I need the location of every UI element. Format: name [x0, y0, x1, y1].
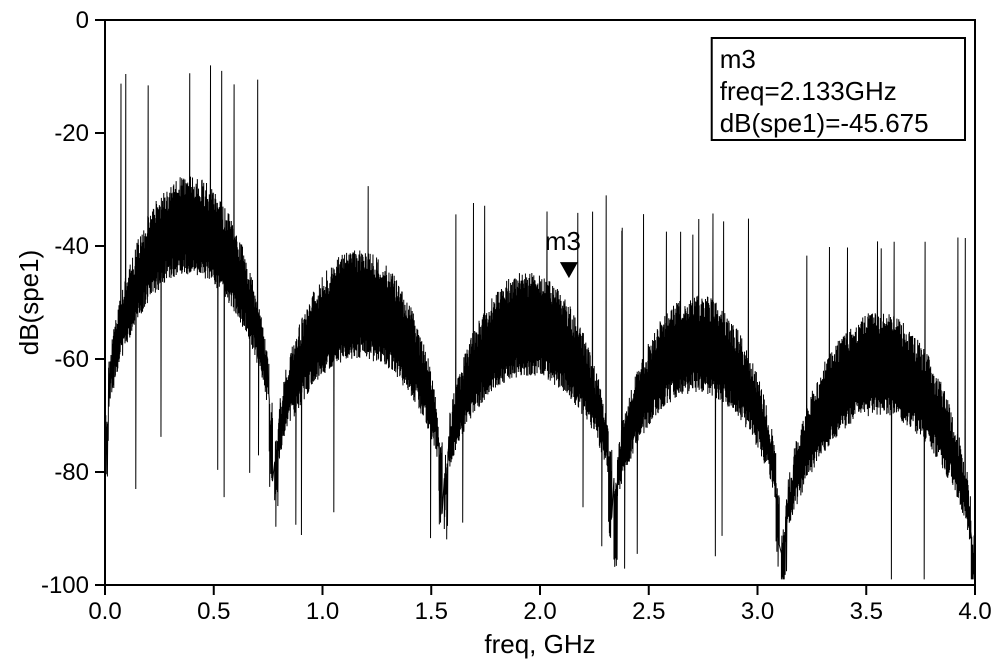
y-tick-label: -100	[41, 572, 89, 599]
x-tick-label: 2.5	[632, 598, 665, 625]
marker-info-line: m3	[720, 44, 756, 74]
x-tick-label: 4.0	[958, 598, 991, 625]
y-tick-label: -40	[54, 233, 89, 260]
spectrum-trace	[105, 65, 975, 579]
y-tick-label: 0	[76, 7, 89, 34]
x-tick-label: 3.5	[850, 598, 883, 625]
marker-info-line: freq=2.133GHz	[720, 76, 897, 106]
chart-svg: 0.0 0.5 1.0 1.5 2.0 2.5 3.0 3.5 4.0 0 -20 -40 -60 -80…	[0, 0, 1000, 669]
x-tick-label: 0.0	[88, 598, 121, 625]
marker-label: m3	[545, 226, 581, 256]
x-tick-label: 2.0	[523, 598, 556, 625]
spectrum-chart: 0.0 0.5 1.0 1.5 2.0 2.5 3.0 3.5 4.0 0 -20 -40 -60 -80…	[0, 0, 1000, 669]
x-tick-label: 1.5	[415, 598, 448, 625]
marker-info-line: dB(spe1)=-45.675	[720, 108, 929, 138]
y-tick-label: -60	[54, 346, 89, 373]
x-axis-label: freq, GHz	[484, 629, 595, 659]
y-tick-label: -20	[54, 120, 89, 147]
spectrum-path	[105, 65, 975, 579]
marker-triangle-icon	[560, 262, 578, 278]
y-axis-label: dB(spe1)	[14, 250, 44, 356]
x-tick-label: 0.5	[197, 598, 230, 625]
x-tick-label: 1.0	[306, 598, 339, 625]
y-tick-label: -80	[54, 459, 89, 486]
x-tick-label: 3.0	[741, 598, 774, 625]
